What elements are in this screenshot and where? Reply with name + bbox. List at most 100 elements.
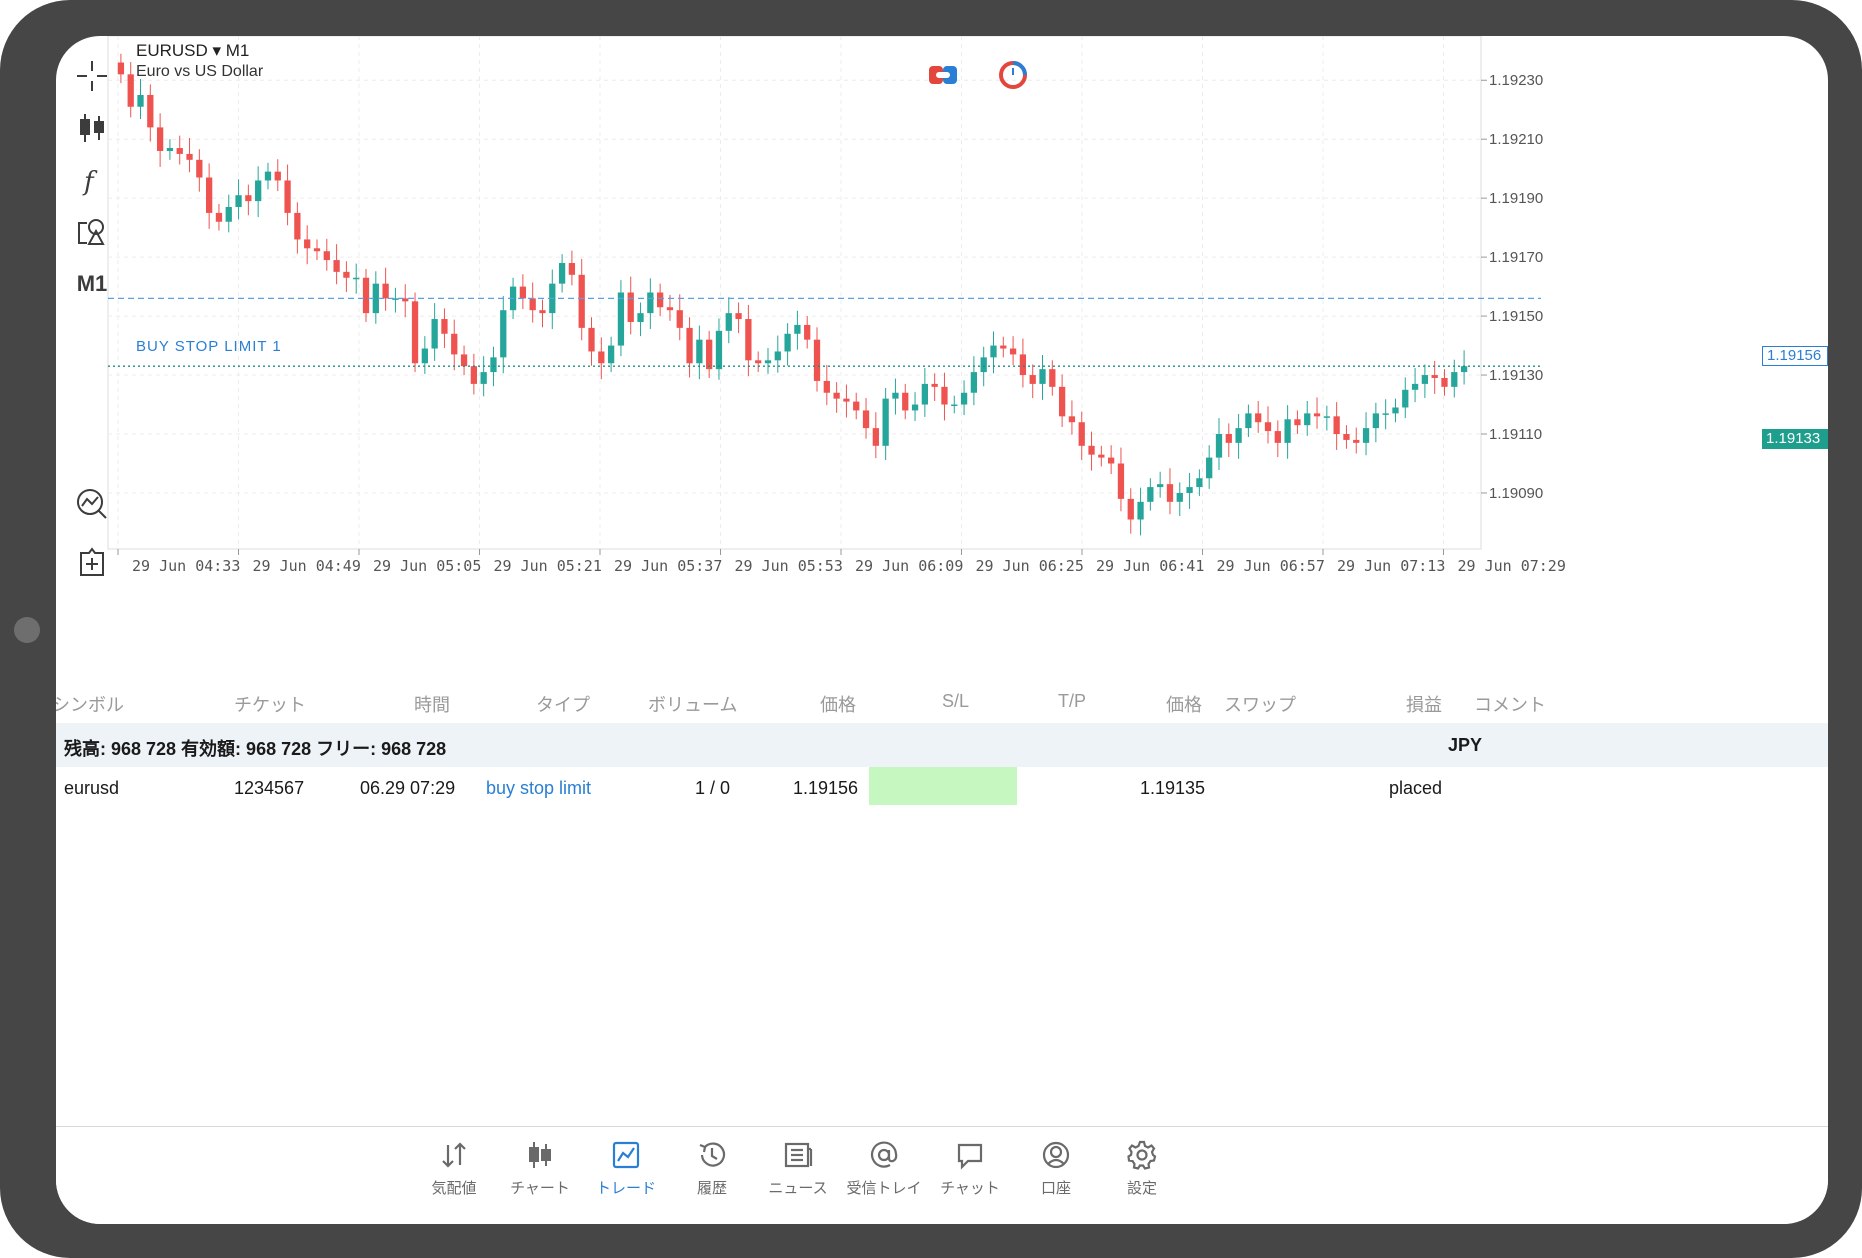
header-current-price[interactable]: 価格 xyxy=(1166,695,1202,715)
nav-news[interactable]: ニュース xyxy=(750,1139,846,1209)
candle-body xyxy=(1127,498,1134,520)
balance-summary: 残高: 968 728 有効額: 968 728 フリー: 968 728 xyxy=(64,739,447,759)
nav-history[interactable]: 履歴 xyxy=(664,1139,760,1209)
candle-body xyxy=(960,392,968,405)
candle-body xyxy=(980,357,987,373)
candle-body xyxy=(1157,484,1164,488)
candle-body xyxy=(1402,389,1409,408)
candle-body xyxy=(1196,478,1203,488)
candle-body xyxy=(1255,413,1262,423)
chart-type-icon[interactable] xyxy=(68,104,116,152)
chart-area[interactable]: 1.19230 1.19210 1.19190 1.19170 1.19150 1.191… xyxy=(56,36,1828,681)
trade-table: シンボル チケット 時間 タイプ ボリューム 価格 S/L T/P 価格 スワッ… xyxy=(56,681,1828,1161)
y-tick-label: 1.19110 xyxy=(1489,426,1542,443)
x-tick-label: 29 Jun 06:41 xyxy=(1096,557,1204,575)
candle-body xyxy=(500,310,507,358)
header-price[interactable]: 価格 xyxy=(820,695,856,715)
candle-body xyxy=(1166,484,1174,502)
candle-body xyxy=(823,380,830,393)
candle-body xyxy=(588,327,595,352)
candle-body xyxy=(127,74,134,107)
candle-body xyxy=(755,360,762,364)
market-clock-icon[interactable] xyxy=(998,60,1028,90)
candle-body xyxy=(490,357,497,373)
candle-body xyxy=(1313,413,1321,417)
app-screen: 1.19230 1.19210 1.19190 1.19170 1.19150 1.191… xyxy=(56,36,1828,1224)
crosshair-icon[interactable] xyxy=(68,52,116,100)
candle-body xyxy=(1382,413,1389,415)
order-status: placed xyxy=(1389,778,1443,798)
candle-body xyxy=(156,127,164,151)
header-sl[interactable]: S/L xyxy=(942,691,970,711)
candle-body xyxy=(1137,501,1144,520)
trade-chart-icon[interactable] xyxy=(68,480,116,528)
candle-body xyxy=(1372,413,1379,429)
candle-body xyxy=(333,260,340,272)
header-tp[interactable]: T/P xyxy=(1058,691,1087,711)
price-chart[interactable]: 1.19230 1.19210 1.19190 1.19170 1.19150 1.191… xyxy=(56,36,1828,681)
candle-body xyxy=(941,386,948,405)
nav-chart[interactable]: チャート xyxy=(492,1139,588,1209)
candle-body xyxy=(1294,419,1301,426)
candle-body xyxy=(1117,463,1125,499)
candle-body xyxy=(853,401,860,411)
order-line-label: BUY STOP LIMIT 1 xyxy=(136,338,282,355)
nav-account[interactable]: 口座 xyxy=(1008,1139,1104,1209)
symbol-title[interactable]: EURUSD ▾ M1 xyxy=(136,41,250,60)
y-tick-label: 1.19230 xyxy=(1489,72,1543,89)
nav-mail[interactable]: 受信トレイ xyxy=(836,1139,932,1209)
table-header: シンボル チケット 時間 タイプ ボリューム 価格 S/L T/P 価格 スワッ… xyxy=(56,681,1828,721)
x-tick-label: 29 Jun 05:21 xyxy=(494,557,602,575)
header-symbol[interactable]: シンボル xyxy=(56,695,124,715)
nav-history-label: 履歴 xyxy=(696,1179,727,1197)
candle-body xyxy=(1284,419,1291,443)
order-type[interactable]: buy stop limit xyxy=(486,778,592,798)
current-price-tag: 1.19133 xyxy=(1762,429,1828,449)
candle-body xyxy=(666,307,674,311)
timeframe-button[interactable]: M1 xyxy=(76,271,108,296)
candle-body xyxy=(284,180,291,213)
x-tick-label: 29 Jun 04:33 xyxy=(132,557,240,575)
candle-body xyxy=(313,248,321,252)
order-symbol: eurusd xyxy=(64,778,120,798)
order-current-price: 1.19135 xyxy=(1140,778,1206,798)
one-click-trading-icon[interactable] xyxy=(928,60,958,90)
header-swap[interactable]: スワップ xyxy=(1224,695,1296,715)
new-order-icon[interactable] xyxy=(68,538,116,586)
candle-body xyxy=(578,274,585,328)
candle-body xyxy=(441,319,448,334)
header-time[interactable]: 時間 xyxy=(414,695,450,715)
x-tick-label: 29 Jun 07:13 xyxy=(1337,557,1445,575)
balance-row[interactable]: 残高: 968 728 有効額: 968 728 フリー: 968 728 JP… xyxy=(56,723,1828,767)
candle-body xyxy=(951,404,958,407)
x-tick-label: 29 Jun 06:25 xyxy=(976,557,1084,575)
candle-body xyxy=(1019,354,1027,376)
indicators-icon[interactable]: f xyxy=(68,156,116,204)
objects-icon[interactable] xyxy=(68,208,116,256)
order-row[interactable]: eurusd 1234567 06.29 07:29 buy stop limi… xyxy=(56,767,1828,807)
nav-chat[interactable]: チャット xyxy=(922,1139,1018,1209)
candle-body xyxy=(1098,454,1105,458)
header-profit[interactable]: 損益 xyxy=(1406,695,1442,715)
nav-quotes[interactable]: 気配値 xyxy=(406,1139,502,1209)
header-volume[interactable]: ボリューム xyxy=(648,695,738,715)
nav-trade[interactable]: トレード xyxy=(578,1139,674,1209)
candle-body xyxy=(470,366,477,384)
header-comment[interactable]: コメント xyxy=(1474,695,1546,715)
candle-body xyxy=(715,330,723,370)
candle-body xyxy=(1078,422,1085,446)
candle-body xyxy=(1235,428,1242,443)
candle-body xyxy=(529,298,536,311)
y-tick-label: 1.19150 xyxy=(1489,308,1543,325)
header-type[interactable]: タイプ xyxy=(536,695,590,715)
candle-body xyxy=(264,171,272,181)
candle-body xyxy=(255,180,262,202)
candle-body xyxy=(1304,413,1311,426)
header-ticket[interactable]: チケット xyxy=(234,695,306,715)
candle-body xyxy=(657,292,664,308)
nav-settings[interactable]: 設定 xyxy=(1094,1139,1190,1209)
order-volume: 1 / 0 xyxy=(695,778,731,798)
candle-body xyxy=(1049,369,1056,387)
home-button[interactable] xyxy=(14,617,40,643)
news-icon xyxy=(784,1142,813,1168)
